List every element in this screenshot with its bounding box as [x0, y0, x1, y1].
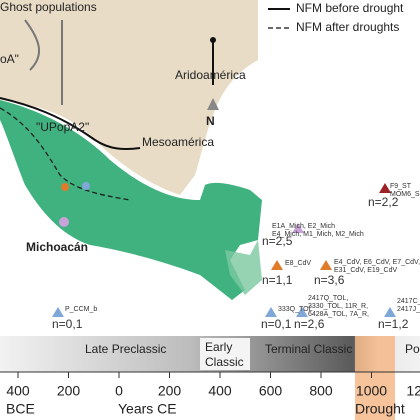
map-label: Michoacán — [26, 240, 88, 254]
sample-count: n=1,1 — [262, 273, 293, 287]
legend-label: NFM after droughts — [296, 20, 399, 34]
axis-unit: Years CE — [118, 401, 177, 417]
site — [82, 182, 90, 190]
axis: 400 200 0 200 400 600 800 1000 1200 — [6, 372, 420, 399]
sample-label: MOM6_S — [390, 191, 420, 198]
sample-count: n=3,6 — [314, 273, 345, 287]
marker — [210, 37, 216, 43]
sample-count: n=0,1 — [52, 317, 83, 331]
legend-label: NFM before drought — [296, 1, 404, 15]
period-label: Early — [205, 340, 232, 354]
tick-label: 1200 — [406, 383, 420, 399]
mesoamerica — [0, 100, 262, 300]
sample-label: 2417C_ — [397, 298, 420, 305]
tick-label: 600 — [259, 383, 283, 399]
north-arrow — [207, 98, 219, 110]
map-label: N — [206, 114, 215, 128]
arrow — [24, 19, 63, 105]
map-label: oA" — [0, 52, 19, 66]
sample-label: 333Q_TOL — [278, 306, 313, 313]
sample-label: P_CCM_b — [65, 306, 97, 313]
sample-count: n=2,2 — [368, 195, 399, 209]
axis-unit: Drought — [355, 401, 405, 417]
nfm-after-line — [0, 107, 131, 201]
sample-marker — [52, 307, 64, 317]
period-label: Classic — [205, 355, 244, 369]
period-label: Late Preclassic — [85, 342, 166, 356]
sample-marker — [384, 307, 396, 317]
sample-label: 2417Q_TOL, — [308, 295, 348, 302]
sample-count: n=2,6 — [294, 317, 325, 331]
sample-label: 2417J_T — [397, 306, 420, 313]
tick-label: 400 — [6, 383, 30, 399]
tick-label: 0 — [115, 383, 123, 399]
sample-count: n=0,1 — [261, 317, 292, 331]
region — [225, 240, 262, 295]
sample-label: E4_CdV, E6_CdV, E7_CdV, E1 — [334, 259, 420, 266]
sample-label: E31_CdV, E19_CdV — [334, 267, 398, 274]
sample-marker — [271, 260, 283, 270]
tick-label: 200 — [57, 383, 81, 399]
sample-label: 3330_TOL, 11R_R, — [308, 303, 368, 310]
tick-label: 800 — [309, 383, 333, 399]
period-label: Terminal Classic — [265, 342, 352, 356]
tick-label: 200 — [158, 383, 182, 399]
tick-label: 1000 — [356, 383, 387, 399]
legend-title: Ghost populations — [0, 0, 97, 14]
sample-marker — [296, 307, 308, 317]
sample-count: n=2,5 — [262, 234, 293, 248]
sample-label: 6428A_TOL, 7A_R, — [308, 311, 369, 318]
period-label: Po — [405, 342, 420, 356]
sample-marker — [265, 307, 277, 317]
land — [0, 0, 258, 195]
sample-label: E1A_Mich, E2_Mich — [272, 223, 335, 230]
site — [59, 217, 69, 227]
map-label: Mesoamérica — [142, 135, 214, 149]
tick-label: 400 — [208, 383, 232, 399]
map-label: "UPopA2" — [36, 120, 89, 134]
sample-marker — [292, 223, 304, 233]
map-label: Aridoamérica — [175, 68, 246, 82]
nfm-before-line — [0, 40, 214, 150]
drought-band — [355, 336, 395, 420]
sample-marker — [320, 260, 332, 270]
site — [61, 183, 69, 191]
period-box — [200, 338, 250, 370]
sample-label: E4_Mich, M1_Mich, M2_Mich — [272, 231, 364, 238]
sample-count: n=1,2 — [378, 317, 409, 331]
sample-label: E8_CdV — [285, 260, 311, 267]
sample-marker — [379, 183, 391, 193]
sample-label: F9_ST — [390, 183, 412, 190]
axis-unit: BCE — [6, 401, 35, 417]
